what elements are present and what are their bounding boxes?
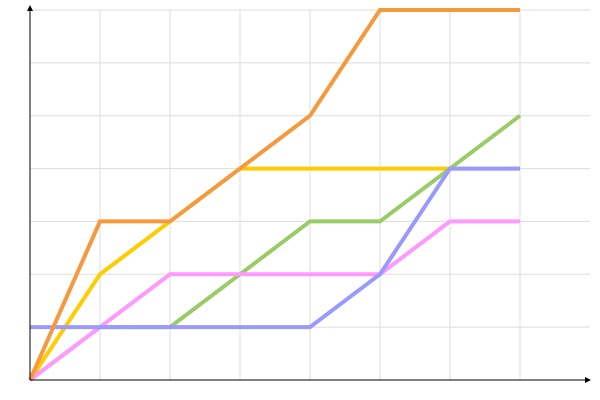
- plot-area: [28, 8, 522, 382]
- data-line: [28, 219, 520, 382]
- grid: [30, 9, 590, 380]
- data-line: [28, 166, 520, 382]
- data-line: [28, 114, 522, 382]
- data-line: [28, 8, 520, 381]
- data-line: [30, 166, 520, 330]
